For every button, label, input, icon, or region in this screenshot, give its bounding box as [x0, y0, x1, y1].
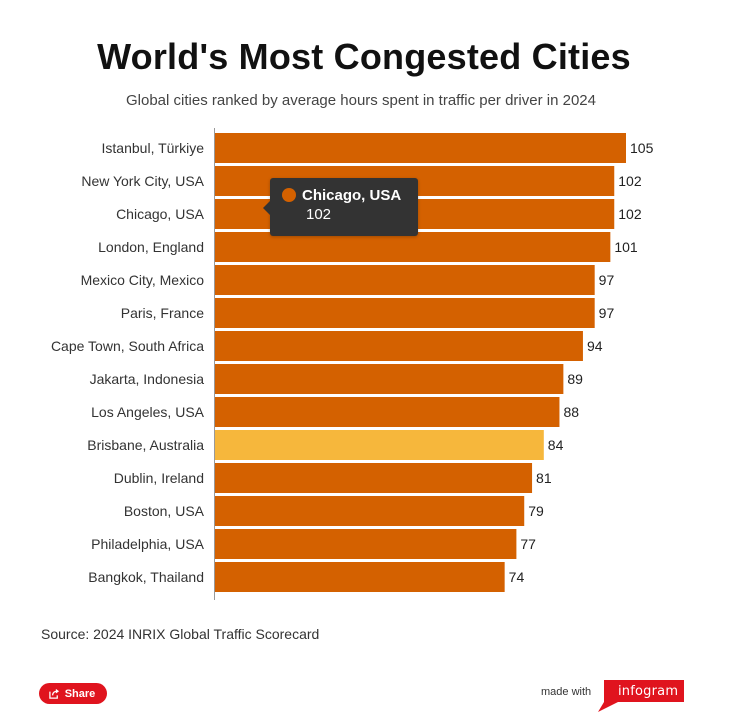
category-label-12: Philadelphia, USA	[91, 536, 205, 552]
category-label-10: Dublin, Ireland	[114, 470, 204, 486]
category-label-1: New York City, USA	[81, 173, 204, 189]
share-label: Share	[64, 687, 96, 700]
value-label-4: 97	[599, 272, 615, 288]
source-note: Source: 2024 INRIX Global Traffic Scorec…	[41, 626, 320, 642]
bar-3[interactable]	[215, 232, 611, 262]
category-label-9: Brisbane, Australia	[87, 437, 204, 453]
value-label-7: 89	[567, 371, 583, 387]
value-label-1: 102	[618, 173, 642, 189]
chart-tooltip: Chicago, USA 102	[263, 178, 418, 236]
share-button[interactable]: Share	[39, 683, 107, 704]
tooltip-value: 102	[306, 206, 332, 223]
tooltip-category: Chicago, USA	[302, 187, 402, 204]
bar-4[interactable]	[215, 265, 595, 295]
category-label-11: Boston, USA	[124, 503, 205, 519]
value-label-3: 101	[614, 239, 638, 255]
share-icon	[48, 688, 59, 699]
bar-6[interactable]	[215, 331, 583, 361]
bar-7[interactable]	[215, 364, 564, 394]
category-label-13: Bangkok, Thailand	[88, 569, 204, 585]
category-label-8: Los Angeles, USA	[91, 404, 205, 420]
value-label-5: 97	[599, 305, 615, 321]
value-label-13: 74	[509, 569, 525, 585]
value-label-0: 105	[630, 140, 654, 156]
category-label-7: Jakarta, Indonesia	[90, 371, 205, 387]
bar-10[interactable]	[215, 463, 533, 493]
value-label-9: 84	[548, 437, 564, 453]
chart-title: World's Most Congested Cities	[97, 36, 631, 77]
made-with-text: made with	[541, 686, 592, 698]
chart-subtitle: Global cities ranked by average hours sp…	[126, 92, 596, 109]
bar-8[interactable]	[215, 397, 560, 427]
bar-0[interactable]	[215, 133, 626, 163]
bar-chart: Istanbul, Türkiye 105 New York City, USA 10…	[51, 128, 654, 600]
category-label-5: Paris, France	[121, 305, 204, 321]
category-label-2: Chicago, USA	[116, 206, 205, 222]
category-label-3: London, England	[98, 239, 204, 255]
value-label-11: 79	[528, 503, 544, 519]
bar-5[interactable]	[215, 298, 595, 328]
value-label-8: 88	[563, 404, 579, 420]
infogram-logo-text: infogram	[618, 684, 679, 699]
bar-12[interactable]	[215, 529, 517, 559]
value-label-12: 77	[520, 536, 536, 552]
category-label-6: Cape Town, South Africa	[51, 338, 204, 354]
value-label-10: 81	[536, 470, 552, 486]
infogram-logo-badge[interactable]	[598, 680, 684, 712]
bar-13[interactable]	[215, 562, 505, 592]
category-label-0: Istanbul, Türkiye	[102, 140, 205, 156]
value-label-2: 102	[618, 206, 642, 222]
category-label-4: Mexico City, Mexico	[81, 272, 205, 288]
tooltip-series-dot	[282, 188, 296, 202]
value-label-6: 94	[587, 338, 603, 354]
bar-11[interactable]	[215, 496, 525, 526]
bar-9[interactable]	[215, 430, 544, 460]
